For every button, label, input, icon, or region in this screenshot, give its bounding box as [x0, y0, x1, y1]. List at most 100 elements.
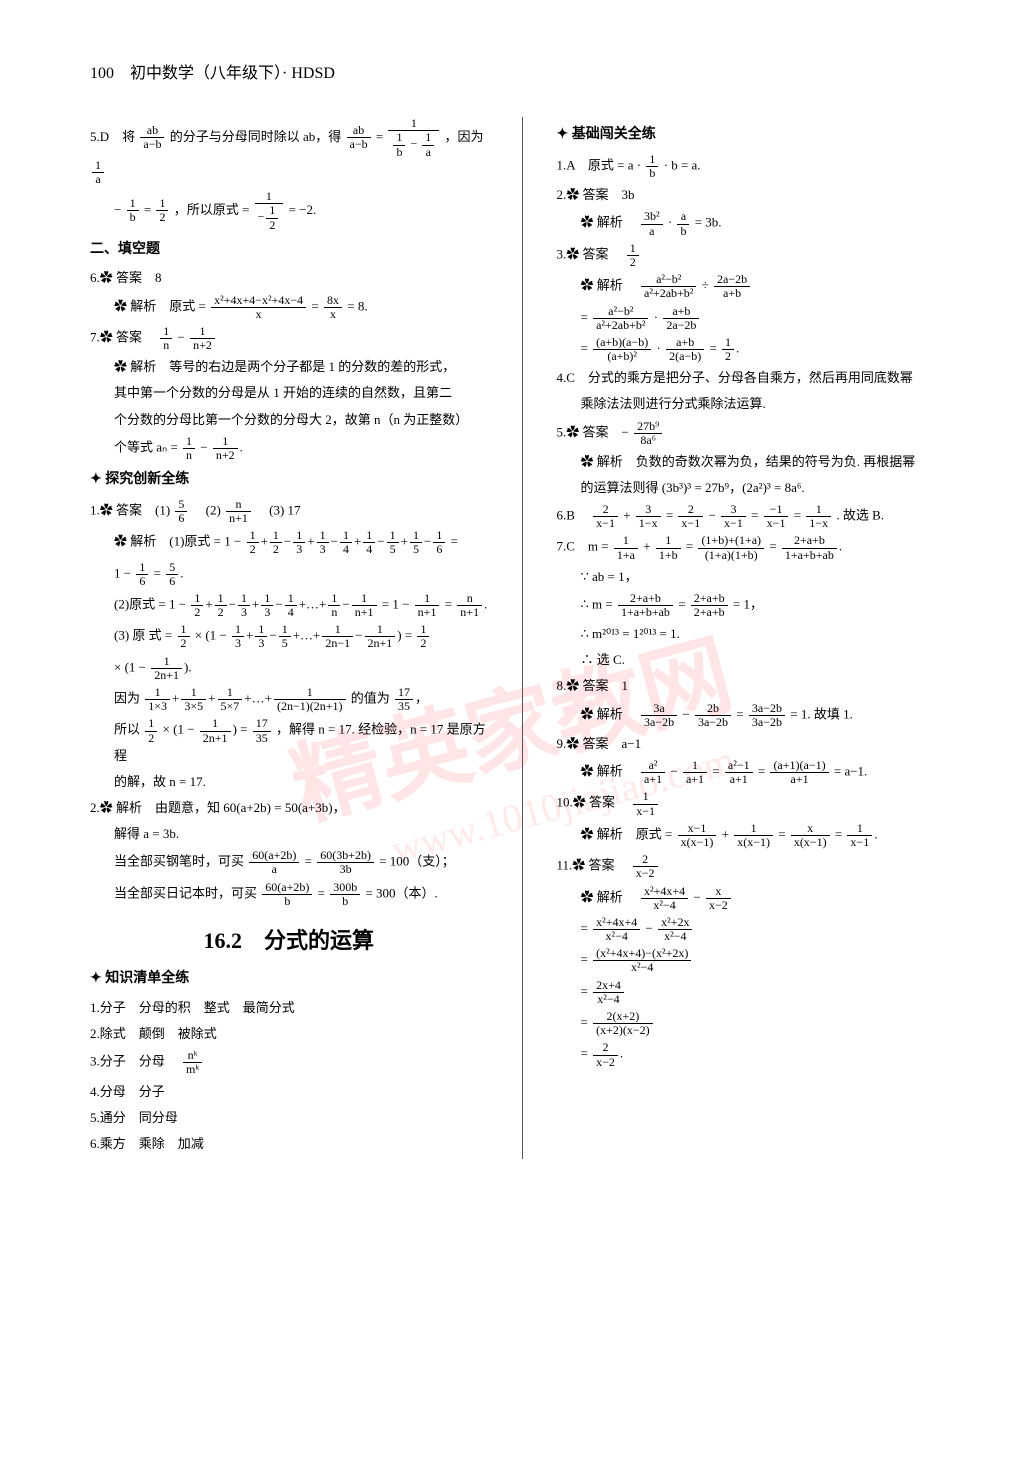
frac: 11b − 1a [388, 117, 439, 159]
text: . 故选 B. [836, 508, 884, 523]
text: 7.✿ 答案 [90, 330, 155, 345]
r9b: ✿ 解析 a²a+1 − 1a+1 = a²−1a+1 = (a+1)(a−1)… [557, 759, 955, 786]
text: · b = a. [664, 158, 701, 173]
k6: 6.乘方 乘除 加减 [90, 1133, 488, 1155]
r8b: ✿ 解析 3a3a−2b − 2b3a−2b = 3a−2b3a−2b = 1.… [557, 702, 955, 729]
text: = [581, 341, 588, 356]
r7a: 7.C m = 11+a + 11+b = (1+b)+(1+a)(1+a)(1… [557, 534, 955, 561]
r3d: = (a+b)(a−b)(a+b)² · a+b2(a−b) = 12. [557, 336, 955, 363]
text: = 100（支）； [379, 854, 455, 869]
r11c: = x²+4x+4x²−4 − x²+2xx²−4 [557, 916, 955, 943]
text: + [643, 539, 650, 554]
text: = 8. [347, 298, 367, 313]
text: 10.✿ 答案 [557, 795, 629, 810]
text: − [682, 706, 689, 721]
text: = a−1. [834, 764, 867, 779]
frac: aba−b [140, 124, 164, 151]
e1-s1: ✿ 解析 (1)原式 = 1 − 12+12−13+13−14+14−15+15… [90, 529, 488, 556]
q7-ans: 7.✿ 答案 1n − 1n+2 [90, 325, 488, 352]
k2: 2.除式 颠倒 被除式 [90, 1023, 488, 1045]
know-title: 知识清单全练 [90, 967, 488, 991]
text: = [581, 952, 588, 967]
r6: 6.B 2x−1 + 31−x = 2x−1 − 3x−1 = −1x−1 = … [557, 503, 955, 530]
q5-line1: 5.D 将 aba−b 的分子与分母同时除以 ab，得 aba−b = 11b … [90, 117, 488, 186]
r5c: 的运算法则得 (3b³)³ = 27b⁹，(2a²)³ = 8a⁶. [557, 477, 955, 499]
text: = 300（本）. [365, 885, 437, 900]
r2a: 2.✿ 答案 3b [557, 184, 955, 206]
text: = [581, 309, 588, 324]
r11a: 11.✿ 答案 2x−2 [557, 853, 955, 880]
text: 所以 [114, 722, 140, 737]
text: ∴ m = [581, 597, 613, 612]
text: = 3b. [695, 215, 722, 230]
text: ✿ 解析 [581, 706, 636, 721]
r3c: = a²−b²a²+2ab+b² · a+b2a−2b [557, 305, 955, 332]
text: 当全部买日记本时，可买 [114, 885, 257, 900]
text: 1.✿ 答案 (1) [90, 502, 170, 517]
r11b: ✿ 解析 x²+4x+4x²−4 − xx−2 [557, 885, 955, 912]
text: = 1. 故填 1. [790, 706, 853, 721]
text: = [581, 921, 588, 936]
r2b: ✿ 解析 3b²a · ab = 3b. [557, 210, 955, 237]
text: = [405, 628, 412, 643]
e1-r6: 的解，故 n = 17. [90, 771, 488, 793]
text: = [318, 885, 325, 900]
text: · [668, 215, 672, 230]
frac: nn+1 [226, 498, 251, 525]
fill-title: 二、填空题 [90, 238, 488, 262]
text: 因为 [114, 691, 140, 706]
text: · [657, 341, 661, 356]
text: 1 − [114, 565, 131, 580]
text: ✿ 解析 原式 = [114, 298, 206, 313]
text: (3) 原 式 = [114, 628, 172, 643]
r11g: = 2x−2. [557, 1041, 955, 1068]
frac: 1a [92, 159, 104, 186]
text: 1.A 原式 = a · [557, 158, 642, 173]
text: 3.✿ 答案 [557, 247, 622, 262]
e1-r4: 因为 11×3+13×5+15×7+…+1(2n−1)(2n+1) 的值为 17… [90, 686, 488, 713]
text: + [623, 508, 630, 523]
e1-r3b: × (1 − 12n+1). [90, 655, 488, 682]
r11d: = (x²+4x+4)−(x²+2x)x²−4 [557, 947, 955, 974]
text: = [794, 508, 801, 523]
r7f: ∴ m = 2+a+b1+a+b+ab = 2+a+b2+a+b = 1， [557, 592, 955, 619]
r3b: ✿ 解析 a²−b²a²+2ab+b² ÷ 2a−2ba+b [557, 273, 955, 300]
text: = [778, 826, 785, 841]
text: ✿ 解析 原式 = [581, 826, 673, 841]
k5: 5.通分 同分母 [90, 1107, 488, 1129]
text: = [709, 341, 716, 356]
frac: 8xx [324, 294, 342, 321]
r11e: = 2x+4x²−4 [557, 979, 955, 1006]
right-column: 基础闯关全练 1.A 原式 = a · 1b · b = a. 2.✿ 答案 3… [557, 117, 955, 1159]
page-header: 100 初中数学（八年级下）· HDSD [90, 60, 954, 87]
text: = [758, 764, 765, 779]
text: − [645, 921, 652, 936]
text: = −2. [289, 202, 317, 217]
frac: 56 [166, 561, 178, 588]
text: × [163, 722, 170, 737]
r10a: 10.✿ 答案 1x−1 [557, 790, 955, 817]
text: = [678, 597, 685, 612]
text: = [445, 597, 452, 612]
q7-e3: 个分数的分母比第一个分数的分母大 2，故第 n（n 为正整数） [90, 409, 488, 431]
r5a: 5.✿ 答案 − 27b⁹8a⁶ [557, 420, 955, 447]
text: = [581, 1015, 588, 1030]
k3: 3.分子 分母 nᵏmᵏ [90, 1049, 488, 1076]
q7-e2: 其中第一个分数的分母是从 1 开始的连续的自然数，且第二 [90, 382, 488, 404]
e2-s3: 当全部买钢笔时，可买 60(a+2b)a = 60(3b+2b)3b = 100… [90, 849, 488, 876]
text: ✿ 解析 [581, 889, 636, 904]
text: ，因为 [444, 129, 483, 144]
text: · [654, 309, 658, 324]
basic-title: 基础闯关全练 [557, 123, 955, 147]
q6-expl: ✿ 解析 原式 = x²+4x+4−x²+4x−4x = 8xx = 8. [90, 294, 488, 321]
text: 个等式 aₙ = [114, 439, 178, 454]
text: 当全部买钢笔时，可买 [114, 854, 244, 869]
e1-s2: 1 − 16 = 56. [90, 561, 488, 588]
page: 100 初中数学（八年级下）· HDSD 5.D 将 aba−b 的分子与分母同… [0, 0, 1024, 1199]
text: = [751, 508, 758, 523]
r1: 1.A 原式 = a · 1b · b = a. [557, 153, 955, 180]
frac: aba−b [347, 124, 371, 151]
r8a: 8.✿ 答案 1 [557, 675, 955, 697]
text: ，所以原式 = [174, 202, 250, 217]
text: ，解得 n = 17. 经检验，n = 17 是原方程 [114, 722, 486, 763]
